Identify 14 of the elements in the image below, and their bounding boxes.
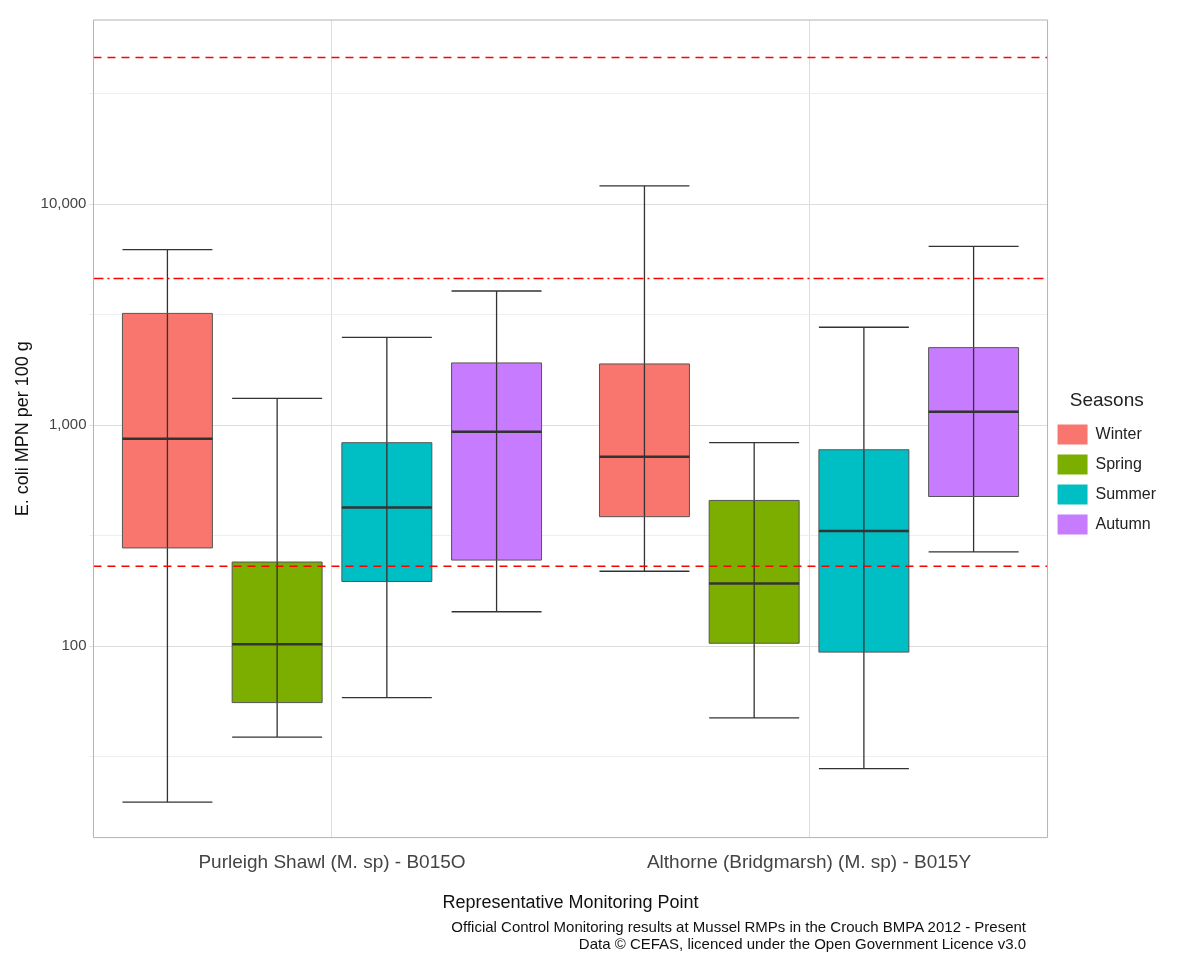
x-tick-label: Althorne (Bridgmarsh) (M. sp) - B015Y — [646, 851, 972, 873]
legend-title: Seasons — [1069, 389, 1144, 411]
text: Official Control Monitoring results at Mussel RMPs in the Crouch BMPA 2012 - Present — [450, 918, 1026, 935]
y-tick-label: 100 — [61, 636, 87, 654]
text: Data © CEFAS, licenced under the Open Government Licence v3.0 — [577, 935, 1026, 952]
y-tick-label: 10,000 — [40, 194, 87, 212]
legend-label: Autumn — [1095, 514, 1151, 532]
y-tick-label: 1,000 — [48, 415, 87, 433]
y-axis-title: E. coli MPN per 100 g — [11, 341, 32, 517]
legend-label: Winter — [1095, 424, 1143, 442]
x-tick-label: Purleigh Shawl (M. sp) - B015O — [198, 851, 466, 873]
legend-label: Spring — [1095, 454, 1142, 472]
x-axis-title: Representative Monitoring Point — [442, 892, 699, 913]
legend-label: Summer — [1095, 484, 1157, 502]
